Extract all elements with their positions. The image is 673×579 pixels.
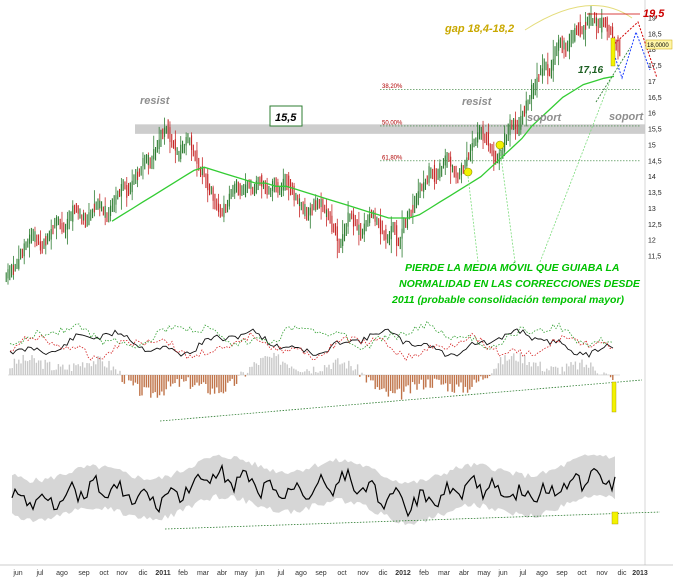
price-tick-label: 13,5 [648,190,662,197]
x-tick-label: may [234,570,248,577]
rsi-line [11,463,616,518]
annotation-resist-mid: resist [462,96,493,108]
price-tick-label: 18 [648,47,656,54]
x-tick-label: sep [78,570,89,577]
x-tick-label: dic [139,570,148,577]
price-tick-label: 11,5 [648,254,661,261]
annotation-target-high: 19,5 [643,8,665,20]
moving-average-line [111,75,615,222]
x-tick-label: sep [556,570,567,577]
annotation-ma-value: 17,16 [578,65,603,76]
x-tick-label: feb [419,570,429,577]
fib-level-label: 50,00% [382,120,403,126]
last-price-label: 18,0000 [647,43,669,49]
price-layer: 38,20% 50,00% 61,80% [5,5,658,285]
price-tick-label: 15 [648,142,656,149]
rsi-layer [11,454,661,530]
price-tick-label: 16,5 [648,95,662,102]
annotation-level-box: 15,5 [275,112,297,124]
x-tick-label: jul [276,570,284,577]
oscillator-line-green [9,320,614,351]
level-box [269,105,303,127]
x-tick-label: ago [56,570,68,577]
price-tick-label: 12,5 [648,222,662,229]
axis-layer: 19 18,5 18 17,5 17 16,5 16 15,5 15 14,5 14 13,5 13 12… [12,15,661,577]
x-tick-label: ago [295,570,307,577]
x-tick-label: mar [438,570,451,577]
gap-arc [524,5,633,31]
x-tick-label: jul [35,570,43,577]
pointer-line [499,148,516,263]
price-tick-label: 12 [648,238,656,245]
projection-arrow-blue [611,30,651,80]
ma-touch-point [463,167,473,177]
x-tick-label: oct [337,570,346,577]
price-tick-label: 17,5 [648,63,662,70]
x-tick-label: nov [116,570,128,577]
x-tick-label: ago [536,570,548,577]
projection-arrow-red [611,21,658,79]
x-tick-label: jun [497,570,507,577]
comment-line-2: NORMALIDAD EN LAS CORRECCIONES DESDE [399,278,641,290]
price-panel-frame [0,0,645,290]
price-tick-label: 18,5 [648,31,662,38]
x-tick-label: nov [596,570,608,577]
ma-touch-point [495,140,505,150]
price-tick-label: 16 [648,111,656,118]
x-tick-label: nov [357,570,369,577]
x-tick-label: jun [12,570,22,577]
x-tick-label: sep [315,570,326,577]
price-tick-label: 17 [648,79,656,86]
rsi-band [12,454,615,526]
pointer-line [539,75,613,263]
annotation-resist-left: resist [140,95,171,107]
x-tick-label: abr [459,570,470,577]
annotation-gap: gap 18,4-18,2 [444,23,514,35]
comment-line-3: 2011 (probable consolidación temporal ma… [391,294,625,306]
pointer-line [467,175,479,263]
x-tick-label: mar [197,570,210,577]
annotation-soport-right: soport [609,111,645,123]
x-tick-label: 2012 [395,570,411,577]
last-price-bar [610,37,616,67]
x-tick-label: oct [577,570,586,577]
x-tick-label: abr [217,570,228,577]
annotation-soport-mid: soport [527,112,563,124]
support-resistance-band [135,124,645,134]
oscillator-trendline [159,379,643,422]
last-price-box [645,39,673,50]
rsi-signal-bar [611,511,619,525]
oscillator-layer [8,320,643,422]
oscillator-signal-bar [611,381,617,413]
x-tick-label: 2013 [632,570,648,577]
price-tick-label: 15,5 [648,127,662,134]
price-tick-label: 19 [648,15,656,22]
price-tick-label: 13 [648,206,656,213]
x-tick-label: jun [254,570,264,577]
fib-level-label: 61,80% [382,155,403,161]
fib-level-label: 38,20% [382,84,403,90]
price-tick-label: 14 [648,174,656,181]
x-tick-label: jul [518,570,526,577]
x-tick-label: feb [178,570,188,577]
x-tick-label: 2011 [155,570,170,577]
price-tick-label: 14,5 [648,158,662,165]
x-tick-label: oct [99,570,108,577]
oscillator-line-black [9,328,614,358]
oscillator-line-red [9,331,613,362]
x-tick-label: dic [379,570,388,577]
x-tick-label: dic [618,570,627,577]
x-tick-label: may [477,570,491,577]
projection-arrow-green [595,47,631,103]
comment-line-1: PIERDE LA MEDIA MÓVIL QUE GUIABA LA [405,261,619,274]
